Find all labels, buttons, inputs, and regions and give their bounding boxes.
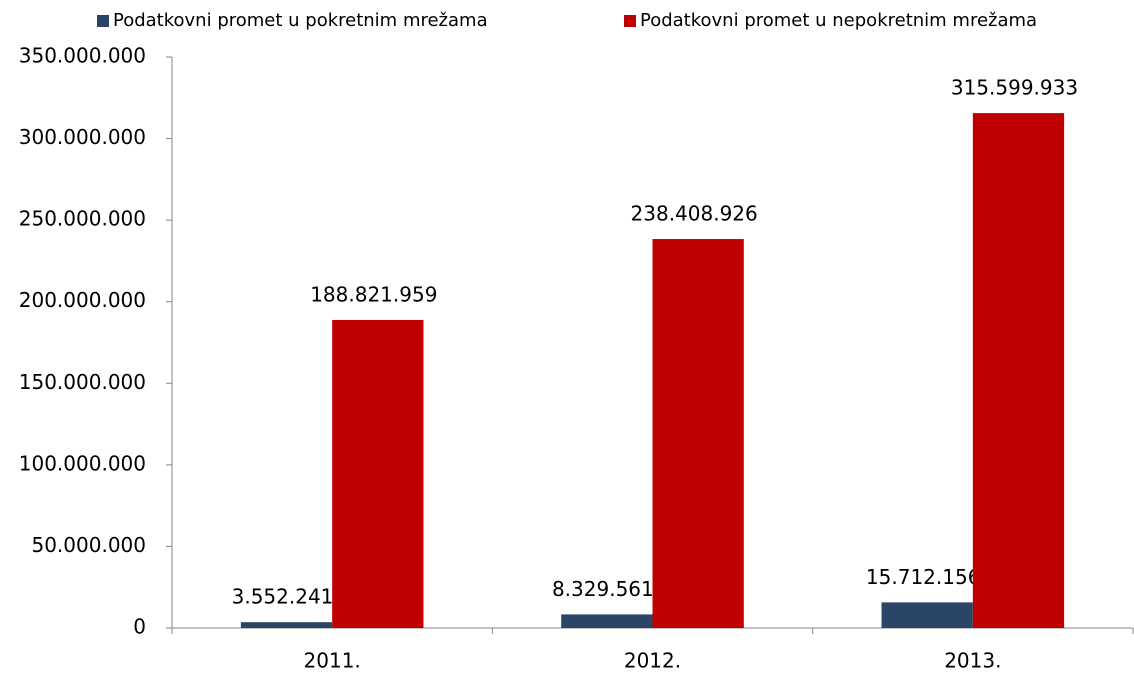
value-label: 15.712.156	[866, 565, 981, 589]
value-label: 3.552.241	[232, 585, 334, 609]
y-tick-label: 50.000.000	[31, 533, 146, 557]
y-tick-label: 0	[133, 615, 146, 639]
legend-swatch	[624, 15, 636, 27]
bar	[561, 614, 653, 628]
bar	[332, 319, 424, 628]
legend-label: Podatkovni promet u pokretnim mrežama	[113, 10, 488, 31]
bar	[881, 602, 973, 628]
y-tick-label: 200.000.000	[19, 288, 146, 312]
bar	[652, 239, 744, 629]
legend-swatch	[97, 15, 109, 27]
x-tick-label: 2012.	[624, 649, 681, 673]
x-tick-label: 2013.	[944, 649, 1001, 673]
bar	[240, 622, 333, 628]
x-tick-label: 2011.	[304, 649, 361, 673]
y-tick-label: 250.000.000	[19, 207, 146, 231]
y-tick-label: 350.000.000	[19, 44, 146, 68]
y-tick-label: 300.000.000	[19, 125, 146, 149]
value-label: 238.408.926	[631, 202, 758, 226]
value-label: 315.599.933	[951, 76, 1078, 100]
y-tick-label: 100.000.000	[19, 451, 146, 475]
bar	[972, 113, 1065, 628]
y-tick-label: 150.000.000	[19, 370, 146, 394]
value-label: 188.821.959	[310, 282, 437, 306]
value-label: 8.329.561	[552, 577, 654, 601]
legend-label: Podatkovni promet u nepokretnim mrežama	[640, 10, 1037, 31]
